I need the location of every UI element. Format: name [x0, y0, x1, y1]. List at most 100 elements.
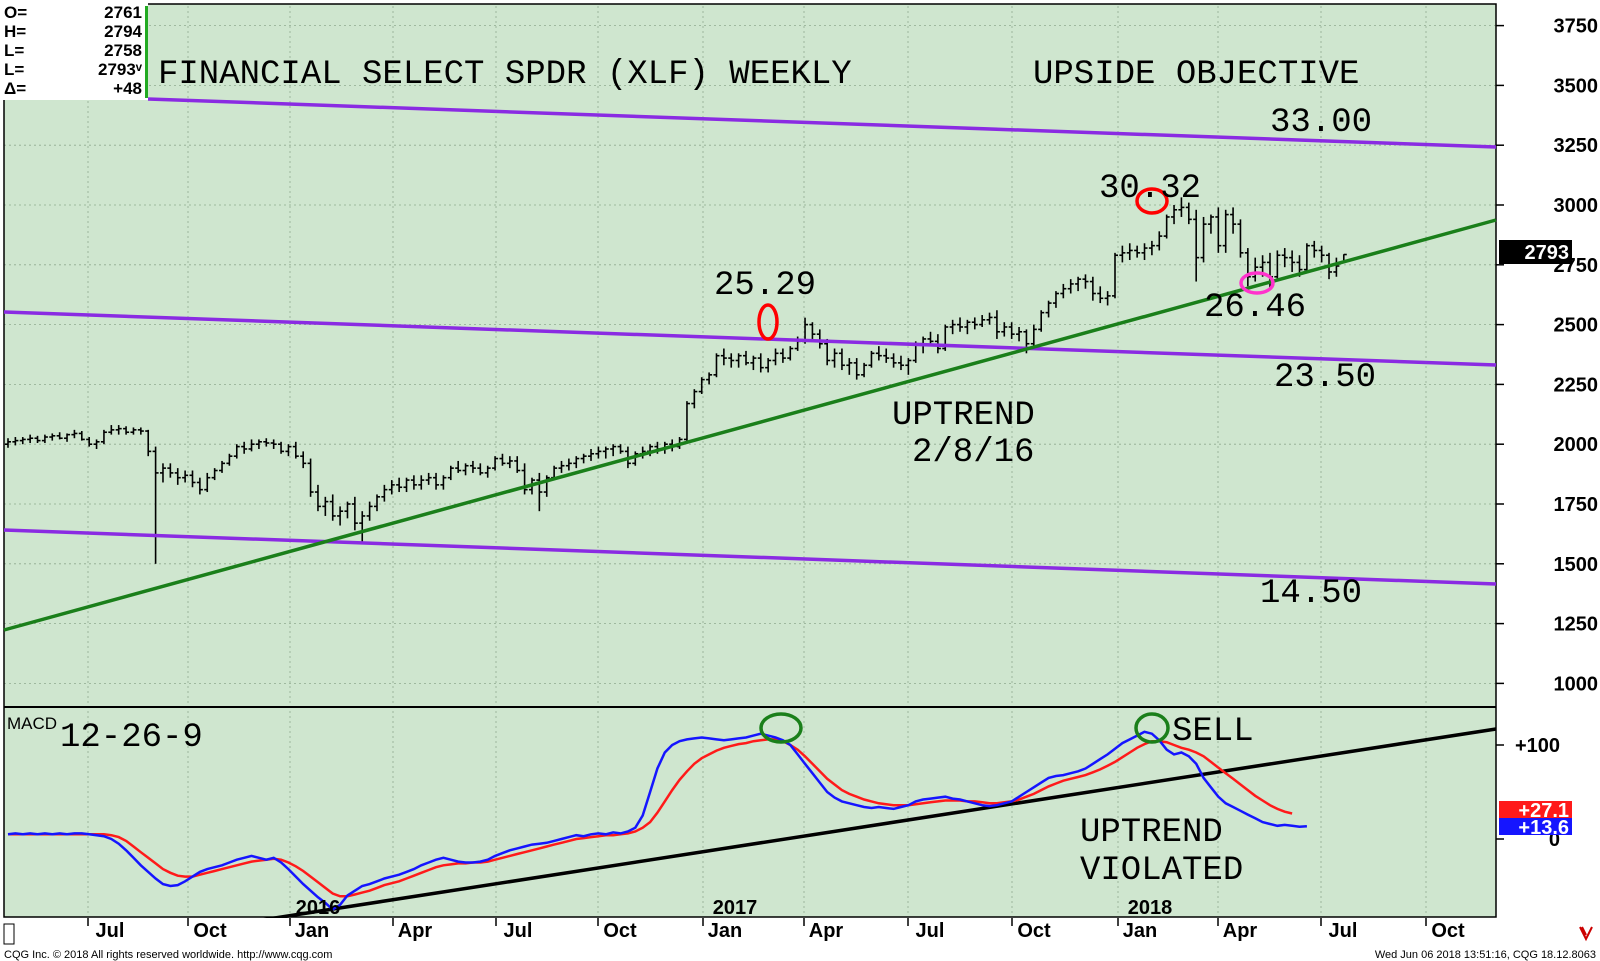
- footer-timestamp: Wed Jun 06 2018 13:51:16, CQG 18.12.8063: [1375, 949, 1596, 961]
- macd-line: [7, 730, 1308, 912]
- price-bar: [957, 317, 964, 332]
- time-axis-bg: [4, 918, 1496, 944]
- price-bar: [233, 444, 240, 459]
- price-bar: [174, 468, 181, 485]
- ohlc-row-label: H=: [4, 22, 26, 41]
- time-axis-label: Apr: [809, 920, 844, 942]
- price-bar: [226, 453, 233, 466]
- price-bar: [728, 353, 735, 368]
- price-bar: [351, 496, 358, 531]
- price-bar: [366, 501, 373, 521]
- ohlc-row-label: L=: [4, 60, 24, 79]
- price-bar: [1156, 231, 1163, 251]
- time-axis-label: Jan: [295, 920, 329, 942]
- footer-copyright: CQG Inc. © 2018 All rights reserved worl…: [4, 949, 332, 961]
- price-bar: [720, 348, 727, 366]
- price-bar: [115, 425, 122, 435]
- peak-label-3032: 30.32: [1099, 170, 1201, 208]
- ohlc-rows: O= 2761 H= 2794 L= 2758 L= 2793ᵛ Δ= +48: [4, 3, 143, 98]
- last-price-value: 2793: [1525, 242, 1570, 264]
- price-bar: [71, 429, 78, 439]
- price-bar: [322, 496, 329, 516]
- price-bar: [1303, 243, 1310, 272]
- price-bar: [189, 470, 196, 488]
- price-bar: [706, 372, 713, 385]
- macd-trendline: [261, 727, 1497, 922]
- price-bar: [846, 358, 853, 375]
- price-bar: [1178, 197, 1185, 217]
- price-bar: [1200, 216, 1207, 263]
- price-bar: [765, 358, 772, 373]
- price-bar: [1148, 240, 1155, 256]
- price-bar: [300, 451, 307, 469]
- price-bar: [1008, 322, 1015, 339]
- scroll-left-handle[interactable]: [3, 923, 15, 945]
- price-bar: [1052, 291, 1059, 308]
- price-bar: [1134, 245, 1141, 258]
- price-bar: [1207, 214, 1214, 234]
- price-bar: [477, 463, 484, 476]
- price-bar: [278, 441, 285, 454]
- price-bar: [123, 426, 130, 435]
- price-bar: [388, 480, 395, 495]
- price-bar: [1252, 257, 1259, 282]
- price-bar: [130, 427, 137, 435]
- price-bar: [1237, 219, 1244, 258]
- price-bar: [595, 446, 602, 459]
- macd-peak-circle-2017: [759, 712, 803, 744]
- price-bar: [838, 348, 845, 371]
- time-axis-label: Oct: [1017, 920, 1051, 942]
- price-bar: [588, 448, 595, 461]
- price-bar: [779, 348, 786, 363]
- peak-circle-2529: [757, 303, 779, 341]
- price-bar: [270, 439, 277, 449]
- price-bar: [816, 329, 823, 349]
- grid-lines: [4, 6, 1496, 916]
- price-bar: [1119, 245, 1126, 263]
- price-bar: [344, 501, 351, 519]
- price-bar: [964, 319, 971, 335]
- scroll-right-icon[interactable]: [1579, 926, 1593, 942]
- time-axis-label: Apr: [1223, 920, 1258, 942]
- channel-label-1450: 14.50: [1260, 575, 1362, 613]
- price-bar: [255, 439, 262, 449]
- ohlc-row-label: L=: [4, 41, 24, 60]
- price-bar: [883, 348, 890, 363]
- price-bar: [809, 322, 816, 339]
- price-bar: [159, 463, 166, 483]
- time-axis-label: Oct: [193, 920, 227, 942]
- price-axis-label: 3000: [1554, 195, 1599, 217]
- price-bar: [617, 444, 624, 454]
- price-bar: [824, 338, 831, 366]
- price-bar: [580, 453, 587, 464]
- price-bar: [1333, 257, 1340, 277]
- price-axis: 3750350032503000275025002250200017501500…: [1496, 16, 1599, 695]
- year-label: 2016: [296, 897, 341, 919]
- price-axis-label: 1750: [1554, 494, 1599, 516]
- ohlc-row-value: 2758: [104, 41, 142, 60]
- signal-value-box: [1499, 818, 1572, 835]
- channel-line-top: [147, 97, 1497, 149]
- price-bar: [41, 434, 48, 444]
- price-bar: [986, 312, 993, 325]
- time-axis-label: Oct: [603, 920, 637, 942]
- price-bar: [152, 446, 159, 564]
- price-bar: [285, 444, 292, 457]
- price-bar: [374, 494, 380, 512]
- price-bar: [433, 472, 440, 490]
- macd-axis-label: 0: [1549, 829, 1560, 851]
- price-bar: [573, 456, 580, 469]
- price-bar: [831, 348, 838, 368]
- macd-value: +27.1: [1518, 800, 1569, 822]
- uptrend-date: 2/8/16: [912, 434, 1034, 472]
- ohlc-row-label: Δ=: [4, 79, 26, 98]
- price-bar: [27, 434, 34, 444]
- price-bar: [1067, 279, 1074, 294]
- price-axis-label: 3500: [1554, 75, 1599, 97]
- price-bar: [211, 468, 218, 481]
- price-bar: [632, 451, 639, 466]
- price-bar: [1318, 245, 1325, 263]
- price-bar: [425, 472, 432, 485]
- price-bar: [1289, 250, 1296, 272]
- price-axis-label: 1250: [1554, 614, 1599, 636]
